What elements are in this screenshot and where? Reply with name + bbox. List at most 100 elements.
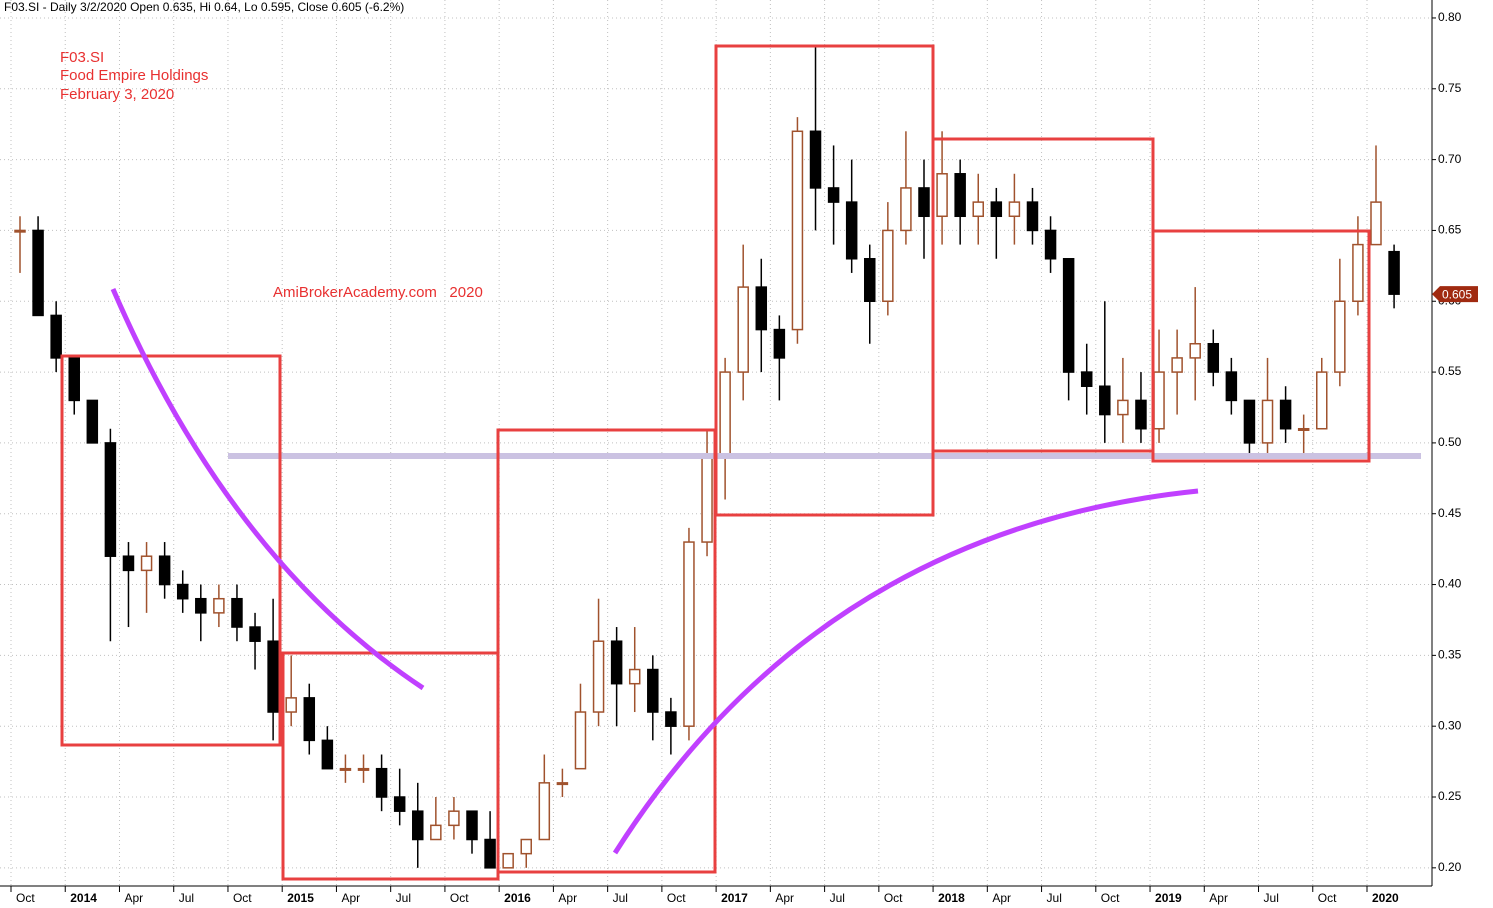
annotation: AmiBrokerAcademy.com 2020	[273, 284, 483, 301]
candle-body	[1334, 300, 1346, 373]
candle-body	[1370, 201, 1382, 246]
candle-body	[990, 201, 1003, 218]
candle-body	[303, 697, 316, 742]
candle-body	[900, 187, 912, 232]
candle-body	[122, 555, 135, 572]
candle-body	[610, 640, 623, 685]
x-tick-label: Oct	[1318, 891, 1337, 905]
y-tick-label: 0.65	[1438, 223, 1462, 237]
candle-body	[140, 555, 153, 572]
candle-body	[1135, 399, 1147, 430]
x-tick-label: Jul	[830, 891, 845, 905]
y-tick-label: 0.30	[1438, 718, 1462, 732]
candle-body	[104, 442, 117, 557]
candle-body	[719, 371, 731, 458]
candle-body	[448, 810, 460, 827]
x-tick-label: Apr	[124, 891, 143, 905]
x-tick-label: Apr	[558, 891, 577, 905]
candle-body	[737, 286, 749, 373]
candle-body	[158, 555, 171, 586]
box	[496, 428, 717, 874]
candle-body	[755, 286, 768, 331]
candle-body	[845, 201, 858, 260]
candle-body	[628, 668, 641, 685]
candle-body	[683, 541, 695, 727]
candle-body	[68, 357, 80, 402]
candle-body	[1297, 427, 1310, 431]
x-tick-label: Jul	[1264, 891, 1279, 905]
candle-body	[86, 399, 99, 444]
candle-body	[1062, 258, 1075, 373]
candle-body	[32, 229, 44, 317]
candle-body	[1153, 371, 1165, 430]
candle-body	[1099, 385, 1111, 416]
x-tick-label: 2014	[70, 891, 97, 905]
candle-body	[1279, 399, 1292, 430]
candle-body	[556, 782, 569, 786]
candle-body	[791, 130, 804, 331]
candle-body	[972, 201, 984, 218]
x-tick-label: Jul	[179, 891, 194, 905]
candle-body	[1080, 371, 1093, 387]
candle-body	[647, 668, 659, 713]
candle-body	[520, 838, 532, 855]
candle-body	[1008, 201, 1021, 218]
candle-body	[701, 456, 713, 543]
candle-body	[176, 583, 189, 600]
x-tick-label: Jul	[1047, 891, 1062, 905]
box	[60, 354, 282, 747]
y-tick-label: 0.40	[1438, 577, 1462, 591]
last-price-label: 0.605	[1442, 287, 1472, 301]
candle-body	[954, 173, 966, 218]
y-tick-label: 0.55	[1438, 364, 1462, 378]
candle-body	[1044, 229, 1057, 260]
candle-body	[1316, 371, 1328, 430]
x-tick-label: Oct	[233, 891, 252, 905]
candle-body	[665, 711, 677, 727]
candle-body	[195, 597, 207, 614]
y-tick-label: 0.35	[1438, 648, 1462, 662]
candle-body	[357, 767, 370, 771]
y-tick-label: 0.45	[1438, 506, 1462, 520]
x-tick-label: Oct	[16, 891, 35, 905]
y-tick-label: 0.50	[1438, 435, 1462, 449]
candle-body	[249, 626, 261, 642]
candle-body	[213, 597, 225, 614]
candle-body	[393, 796, 406, 812]
x-tick-label: Apr	[341, 891, 360, 905]
x-tick-label: 2020	[1372, 891, 1399, 905]
candle-body	[809, 130, 822, 189]
last-price-tag: 0.605	[1432, 286, 1478, 303]
candle-body	[592, 640, 605, 713]
candle-body	[936, 173, 948, 218]
candle-body	[918, 187, 930, 218]
x-tick-label: 2018	[938, 891, 965, 905]
candle-body	[339, 767, 352, 771]
candle-body	[1225, 371, 1238, 402]
y-tick-label: 0.20	[1438, 860, 1462, 874]
candle-body	[882, 229, 894, 303]
y-tick-label: 0.70	[1438, 152, 1462, 166]
x-tick-label: Jul	[396, 891, 411, 905]
candle-body	[484, 838, 496, 869]
candle-body	[1171, 357, 1183, 373]
candle-body	[375, 767, 388, 798]
x-tick-label: Apr	[775, 891, 794, 905]
x-tick-label: Jul	[613, 891, 628, 905]
candle-body	[1117, 399, 1129, 416]
candle-body	[773, 328, 786, 359]
candle-body	[231, 597, 243, 628]
candle-body	[1243, 399, 1256, 444]
candle-body	[267, 640, 279, 713]
candle-body	[864, 258, 876, 303]
candle-body	[827, 187, 840, 203]
last-price-marker	[1432, 286, 1478, 303]
candle-body	[285, 697, 297, 713]
x-tick-label: Apr	[1209, 891, 1228, 905]
candle-body	[412, 810, 424, 841]
annotation: February 3, 2020	[60, 86, 174, 103]
x-tick-label: Oct	[884, 891, 903, 905]
y-tick-label: 0.75	[1438, 81, 1462, 95]
x-tick-label: Oct	[450, 891, 469, 905]
